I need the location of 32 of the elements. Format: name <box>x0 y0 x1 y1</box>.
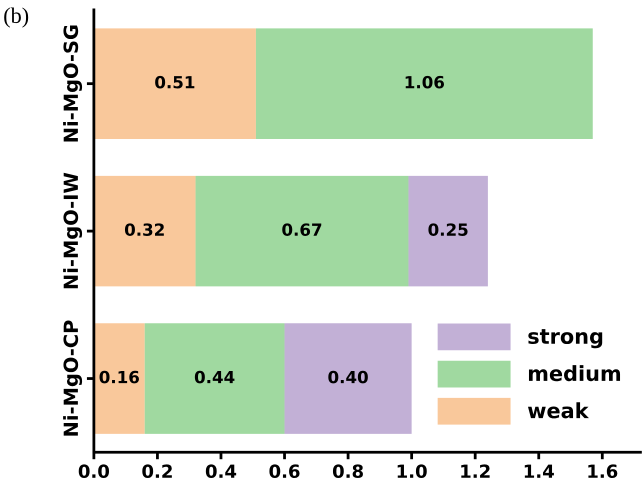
bar <box>94 176 196 286</box>
y-tick-label: Ni-MgO-IW <box>63 172 82 288</box>
legend-label: strong <box>528 329 602 348</box>
x-tick-label: 0.8 <box>332 464 363 478</box>
bar <box>284 323 412 434</box>
y-tick-label: Ni-MgO-SG <box>63 25 82 142</box>
data-label: 0.32 <box>124 223 164 236</box>
y-tick-label: Ni-MgO-CP <box>63 320 82 436</box>
data-label: 0.44 <box>194 370 234 384</box>
text: (b) <box>4 7 28 28</box>
x-tick-label: 0.6 <box>269 464 300 478</box>
x-tick-label: 0.2 <box>142 464 172 478</box>
bar <box>408 176 488 286</box>
bar <box>94 323 145 434</box>
x-tick-label: 1.6 <box>588 464 618 478</box>
bar <box>144 323 285 434</box>
x-tick-label: 1.2 <box>461 464 490 478</box>
data-label: 0.67 <box>282 223 322 236</box>
x-tick-label: 1.4 <box>524 464 554 478</box>
data-label: 0.25 <box>428 223 468 236</box>
legend-label: medium <box>528 365 620 382</box>
data-label: 0.16 <box>100 370 139 384</box>
data-label: 1.06 <box>406 76 444 88</box>
bar <box>256 28 593 139</box>
legend-label: weak <box>528 402 589 418</box>
bar <box>94 28 256 139</box>
x-tick-label: 0.0 <box>78 464 110 478</box>
data-label: 0.51 <box>155 76 194 88</box>
data-label: 0.40 <box>328 370 368 384</box>
x-tick-label: 0.4 <box>206 464 236 478</box>
bar <box>196 176 408 286</box>
x-tick-label: 1.0 <box>398 464 427 478</box>
